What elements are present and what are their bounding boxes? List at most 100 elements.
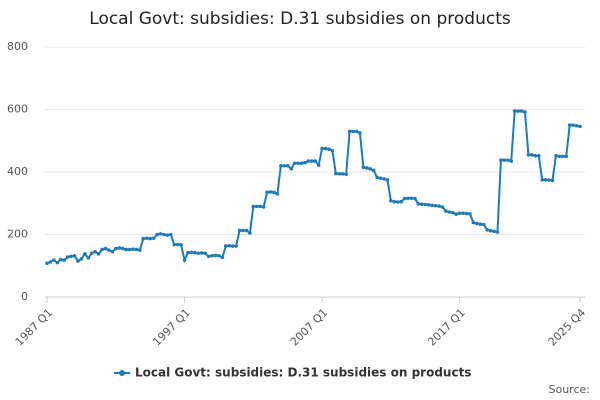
point xyxy=(409,196,414,201)
point xyxy=(45,261,49,266)
point xyxy=(182,258,187,262)
point xyxy=(299,161,304,166)
point xyxy=(248,231,252,235)
point xyxy=(285,163,290,168)
point xyxy=(557,154,562,159)
point xyxy=(488,228,493,233)
point xyxy=(478,222,483,226)
point xyxy=(426,203,431,207)
point xyxy=(309,159,314,163)
point xyxy=(210,253,214,258)
point xyxy=(244,228,249,233)
point xyxy=(83,252,87,256)
point xyxy=(334,171,338,176)
point xyxy=(217,253,221,258)
chart-title: Local Govt: subsidies: D.31 subsidies on… xyxy=(89,9,511,29)
point xyxy=(358,131,362,135)
point xyxy=(516,109,520,113)
point xyxy=(303,160,307,165)
point xyxy=(413,196,417,201)
point xyxy=(148,236,152,241)
point xyxy=(420,202,424,206)
point xyxy=(72,253,77,258)
point xyxy=(48,260,53,264)
point xyxy=(313,159,318,163)
x-tick-label: 2007 Q1 xyxy=(288,306,331,349)
point xyxy=(268,190,273,194)
point xyxy=(320,146,324,151)
point xyxy=(385,178,390,182)
point xyxy=(110,249,115,254)
x-tick-label: 2017 Q1 xyxy=(425,306,468,349)
point xyxy=(567,123,572,127)
point xyxy=(58,257,63,262)
point xyxy=(399,199,403,204)
y-tick-label: 600 xyxy=(7,103,28,116)
point xyxy=(272,190,276,195)
point xyxy=(471,220,476,225)
point xyxy=(279,163,283,168)
point xyxy=(168,232,173,237)
point xyxy=(193,250,197,255)
y-tick-label: 0 xyxy=(21,290,28,303)
point xyxy=(499,158,503,162)
point xyxy=(261,205,266,209)
point xyxy=(76,259,80,263)
point xyxy=(144,236,149,241)
point xyxy=(354,129,359,134)
point xyxy=(323,146,328,151)
point xyxy=(120,246,125,251)
point xyxy=(475,221,479,226)
point xyxy=(378,176,383,181)
point xyxy=(296,161,300,166)
source: Source: xyxy=(549,383,591,396)
point xyxy=(117,246,122,250)
point xyxy=(406,196,410,201)
point xyxy=(461,211,465,216)
point xyxy=(347,129,352,134)
point xyxy=(423,202,428,207)
point xyxy=(224,244,228,248)
point xyxy=(203,251,207,256)
point xyxy=(351,129,355,134)
point xyxy=(107,248,111,252)
point xyxy=(416,202,421,206)
point xyxy=(468,212,472,216)
point xyxy=(141,236,146,241)
point xyxy=(189,250,194,255)
point xyxy=(254,204,259,209)
point xyxy=(103,246,108,251)
point xyxy=(158,232,163,236)
series-line xyxy=(46,110,581,265)
legend-label: Local Govt: subsidies: D.31 subsidies on… xyxy=(135,366,471,380)
point xyxy=(199,251,204,255)
point xyxy=(571,123,575,127)
point xyxy=(564,154,569,159)
point xyxy=(327,147,331,151)
point xyxy=(138,248,142,252)
point xyxy=(502,158,507,162)
point xyxy=(186,250,190,255)
point xyxy=(440,205,445,209)
point xyxy=(450,210,455,215)
point xyxy=(395,200,400,204)
point xyxy=(127,247,132,252)
point xyxy=(485,228,489,232)
point xyxy=(530,153,534,157)
point xyxy=(289,167,293,171)
point xyxy=(444,209,448,213)
point xyxy=(430,203,434,208)
point xyxy=(237,228,242,233)
point xyxy=(124,247,128,252)
point xyxy=(196,251,201,256)
point xyxy=(540,178,544,182)
point xyxy=(282,163,287,168)
point xyxy=(382,177,386,181)
point xyxy=(536,153,541,158)
point xyxy=(447,210,452,214)
point xyxy=(306,159,311,163)
point xyxy=(492,229,496,234)
point xyxy=(481,222,486,227)
point xyxy=(561,154,565,159)
point xyxy=(69,254,73,259)
